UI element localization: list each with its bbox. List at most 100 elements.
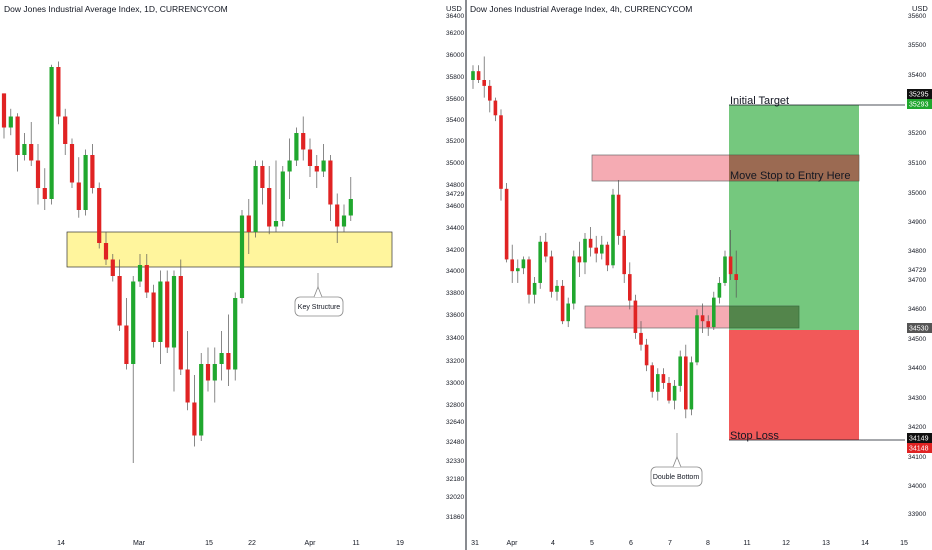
daily-candle [226, 314, 231, 386]
daily-candle [335, 193, 340, 243]
x-tick-label: Apr [305, 540, 317, 547]
daily-candle [49, 64, 54, 205]
candle-body [728, 256, 733, 275]
daily-chart-panel[interactable]: Dow Jones Industrial Average Index, 1D, … [1, 4, 404, 547]
four-hour-candle [684, 344, 688, 419]
four-hour-chart-panel[interactable]: Dow Jones Industrial Average Index, 4h, … [470, 4, 908, 547]
candle-body [117, 276, 122, 326]
daily-candle [280, 166, 285, 227]
daily-candle [205, 347, 211, 392]
left-axis-unit: USD [446, 4, 462, 13]
daily-candle [110, 254, 115, 282]
double-bottom-label: Double Bottom [653, 474, 699, 481]
x-tick-label: 6 [629, 540, 633, 547]
candle-body [717, 282, 722, 298]
daily-candle [165, 270, 170, 353]
candle-body [246, 215, 251, 232]
entry-overlap [729, 306, 799, 328]
price-tick-label: 34800 [908, 248, 926, 255]
four-hour-candle [633, 294, 638, 339]
four-hour-x-axis: 31 Apr 4 5 6 7 8 11 12 13 14 15 [471, 540, 908, 547]
candle-body [348, 199, 353, 216]
middle-price-axis: 36400 36200 36000 35800 35600 35400 35200 35000… [446, 13, 464, 521]
candle-body [49, 67, 54, 199]
price-tag: 35293 [907, 99, 932, 109]
candle-body [488, 85, 492, 101]
right-price-axis: 35600 35500 35400 35200 35100 35000 34900 34800… [908, 13, 926, 518]
daily-candle [15, 113, 20, 172]
candle-body [15, 116, 20, 155]
callout-tail-icon [313, 285, 323, 298]
four-hour-candle [734, 250, 738, 298]
x-tick-label: 13 [822, 540, 830, 547]
target-profit-zone[interactable] [729, 105, 859, 330]
four-hour-candle [712, 291, 716, 330]
four-hour-chart-title: Dow Jones Industrial Average Index, 4h, … [470, 4, 692, 14]
daily-candle [131, 276, 136, 463]
candle-body [476, 71, 481, 80]
candle-body [178, 276, 183, 370]
candle-body [605, 244, 610, 266]
candle-body [273, 221, 279, 227]
four-hour-candle [493, 97, 498, 122]
candle-body [90, 155, 95, 188]
candle-body [560, 285, 565, 322]
price-tag-text: 34148 [909, 446, 929, 453]
four-hour-candle [504, 182, 509, 263]
candle-body [35, 160, 41, 188]
daily-candle [212, 347, 217, 403]
price-tick-label: 35200 [908, 130, 926, 137]
price-tick-label: 35200 [446, 138, 464, 145]
price-tick-label: 34800 [446, 182, 464, 189]
four-hour-candle [510, 244, 514, 283]
candle-body [628, 274, 632, 301]
candle-body [307, 149, 313, 166]
price-tag: 34149 [907, 433, 932, 443]
four-hour-candle [521, 256, 526, 275]
four-hour-candle [588, 227, 593, 257]
daily-candle [69, 138, 75, 188]
four-hour-candle [600, 235, 604, 260]
candle-body [700, 315, 705, 322]
daily-candle [273, 160, 279, 232]
daily-candle [97, 182, 102, 249]
candle-body [532, 282, 537, 295]
stop-loss-zone[interactable] [729, 330, 859, 440]
candle-body [499, 115, 503, 189]
candle-body [516, 268, 520, 272]
candle-body [131, 281, 136, 364]
four-hour-candle [605, 241, 610, 272]
candle-body [199, 364, 204, 436]
x-tick-label: 4 [551, 540, 555, 547]
four-hour-candle [723, 250, 727, 286]
candle-body [76, 182, 81, 210]
candle-body [588, 238, 593, 248]
price-tick-label: 32330 [446, 458, 464, 465]
four-hour-candle [583, 232, 587, 275]
daily-candle [178, 259, 183, 375]
stop-loss-label: Stop Loss [730, 430, 779, 442]
four-hour-candle [695, 309, 699, 366]
price-tick-label: 34600 [446, 203, 464, 210]
x-tick-label: 15 [205, 540, 213, 547]
key-structure-zone[interactable] [66, 231, 393, 268]
price-tick-label: 33800 [446, 290, 464, 297]
x-tick-label: Apr [507, 540, 519, 547]
candle-body [583, 238, 587, 263]
price-tick-label: 34729 [908, 267, 926, 274]
daily-candles [1, 61, 353, 463]
price-tick-label: 35800 [446, 74, 464, 81]
daily-candle [22, 133, 27, 161]
candle-body [171, 276, 177, 348]
candle-body [22, 144, 27, 155]
right-axis-unit: USD [912, 4, 928, 13]
candle-body [63, 116, 68, 144]
candle-body [482, 80, 486, 86]
daily-candle [301, 116, 306, 161]
daily-candle [253, 160, 258, 238]
candle-body [527, 259, 531, 295]
four-hour-candle [488, 80, 492, 113]
four-hour-candle [678, 350, 682, 392]
price-tick-label: 34600 [908, 306, 926, 313]
